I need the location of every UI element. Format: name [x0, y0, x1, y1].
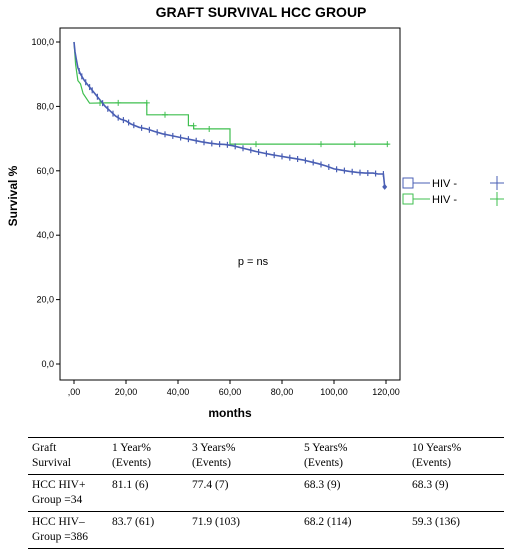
y-tick-label: 20,0 — [36, 295, 54, 305]
table-cell: 77.4 (7) — [192, 479, 229, 491]
row-label-hiv-positive: HCC HIV+ Group =34 — [32, 479, 86, 506]
legend-censor-blue-icon — [490, 176, 504, 190]
header-cell-3-years: 3 Years% (Events) — [192, 442, 236, 469]
table-row: HCC HIV+ Group =34 81.1 (6) 77.4 (7) 68.… — [28, 474, 504, 512]
legend-label-green: HIV - — [432, 194, 457, 206]
legend-marker-green — [402, 193, 414, 205]
x-tick-label: 80,00 — [271, 387, 294, 397]
censor-mark-green — [162, 111, 168, 118]
censor-mark-green — [190, 122, 197, 129]
x-tick-label: 40,00 — [167, 387, 190, 397]
y-tick-label: 60,0 — [36, 166, 54, 176]
y-tick-label: 80,0 — [36, 101, 54, 111]
header-cell-10-years: 10 Years% (Events) — [412, 442, 462, 469]
x-tick-label: 60,00 — [219, 387, 242, 397]
header-cell-graft-survival: Graft Survival — [32, 442, 71, 469]
survival-chart: GRAFT SURVIVAL HCC GROUP months Survival… — [6, 4, 504, 420]
y-tick-label: 0,0 — [41, 359, 54, 369]
table-cell: 71.9 (103) — [192, 516, 240, 528]
table-cell: 83.7 (61) — [112, 516, 155, 528]
ticks-layer: ,00 20,00 40,00 60,00 80,00 100,00 120,00 0,0 20… — [31, 37, 399, 397]
table-cell: 81.1 (6) — [112, 479, 149, 491]
table-cell: 68.3 (9) — [304, 479, 341, 491]
p-value-annotation: p = ns — [238, 256, 269, 268]
legend-censor-green-icon — [490, 192, 504, 206]
series-layer — [73, 41, 391, 190]
y-tick-label: 100,0 — [31, 37, 54, 47]
x-tick-label: ,00 — [68, 387, 81, 397]
censor-mark-green — [143, 99, 150, 106]
censor-mark-green — [318, 141, 324, 148]
chart-title: GRAFT SURVIVAL HCC GROUP — [156, 4, 367, 20]
censor-mark-green — [206, 125, 213, 132]
censor-mark-green — [351, 141, 358, 148]
legend-marker-blue — [402, 177, 414, 189]
table-cell: 68.2 (114) — [304, 516, 352, 528]
censor-mark-green — [253, 141, 259, 148]
row-label-hiv-negative: HCC HIV– Group =386 — [32, 516, 88, 543]
header-cell-5-years: 5 Years% (Events) — [304, 442, 348, 469]
plot-frame — [59, 27, 401, 381]
y-axis-label: Survival % — [6, 165, 20, 226]
x-axis-label: months — [208, 406, 252, 420]
x-tick-label: 120,00 — [372, 387, 400, 397]
x-tick-label: 20,00 — [115, 387, 138, 397]
table-cell: 68.3 (9) — [412, 479, 449, 491]
legend-label-blue: HIV - — [432, 178, 457, 190]
survival-table: Graft Survival 1 Year% (Events) 3 Years%… — [28, 437, 504, 549]
legend: HIV - HIV - — [402, 176, 504, 206]
table-header-row: Graft Survival 1 Year% (Events) 3 Years%… — [28, 437, 504, 475]
chart-area: GRAFT SURVIVAL HCC GROUP months Survival… — [6, 4, 504, 420]
header-cell-1-year: 1 Year% (Events) — [112, 442, 151, 469]
table-cell: 59.3 (136) — [412, 516, 460, 528]
survival-table-container: Graft Survival 1 Year% (Events) 3 Years%… — [28, 437, 504, 549]
x-tick-label: 100,00 — [320, 387, 348, 397]
y-tick-label: 40,0 — [36, 230, 54, 240]
series-end-marker-blue — [382, 183, 388, 190]
censor-mark-green — [384, 141, 391, 148]
censor-mark-green — [115, 99, 122, 106]
table-row: HCC HIV– Group =386 83.7 (61) 71.9 (103)… — [28, 511, 504, 549]
